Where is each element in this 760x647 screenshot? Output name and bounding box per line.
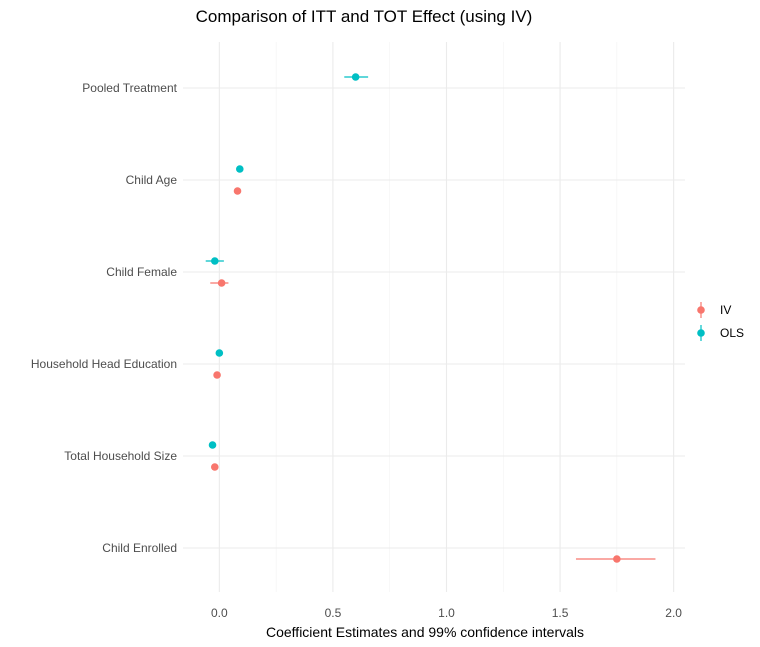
y-tick-label: Child Enrolled	[102, 541, 177, 555]
legend-label: IV	[720, 303, 731, 317]
grid-layer	[183, 42, 685, 592]
y-tick-label: Child Age	[126, 173, 178, 187]
legend-label: OLS	[720, 326, 744, 340]
point-estimate	[211, 463, 219, 471]
legend-key-point	[697, 306, 705, 314]
series-layer	[205, 73, 656, 563]
legend-item-ols: OLS	[697, 325, 744, 341]
point-estimate	[213, 371, 221, 379]
y-tick-label: Pooled Treatment	[82, 81, 177, 95]
series-ols	[205, 73, 369, 449]
x-tick-labels: 0.0 0.5 1.0 1.5 2.0	[211, 606, 682, 620]
point-estimate	[233, 187, 242, 195]
x-tick-label: 0.5	[325, 606, 342, 620]
point-estimate	[211, 257, 219, 265]
y-tick-label: Child Female	[106, 265, 177, 279]
point-estimate	[351, 73, 360, 81]
x-tick-label: 1.0	[438, 606, 455, 620]
y-tick-label: Total Household Size	[64, 449, 177, 463]
y-tick-labels: Pooled Treatment Child Age Child Female Hou…	[31, 81, 178, 555]
series-iv	[210, 187, 656, 563]
point-estimate	[208, 441, 217, 449]
x-tick-label: 0.0	[211, 606, 228, 620]
point-estimate	[235, 165, 244, 173]
point-estimate	[215, 349, 224, 357]
x-tick-label: 2.0	[665, 606, 682, 620]
point-estimate	[217, 279, 226, 287]
legend-key-point	[697, 329, 705, 337]
point-estimate	[613, 555, 621, 563]
y-tick-label: Household Head Education	[31, 357, 177, 371]
x-axis-title: Coefficient Estimates and 99% confidence…	[266, 624, 584, 640]
legend-item-iv: IV	[697, 302, 731, 318]
x-tick-label: 1.5	[552, 606, 569, 620]
legend: IV OLS	[697, 302, 744, 341]
chart-title: Comparison of ITT and TOT Effect (using …	[196, 7, 533, 26]
